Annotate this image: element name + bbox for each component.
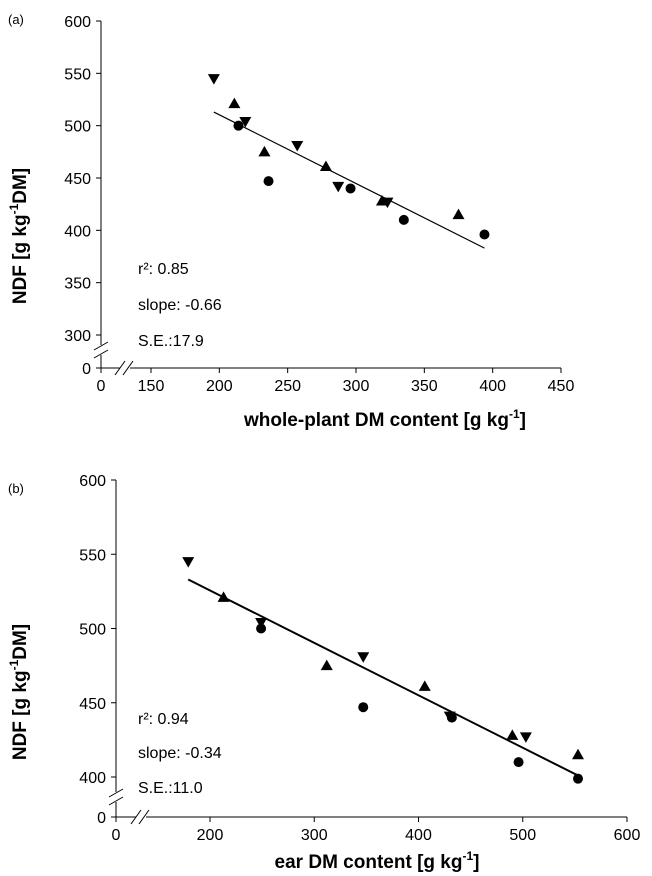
panel-label: (a) <box>8 12 24 27</box>
series-circle <box>256 623 584 784</box>
data-point-triangle-up <box>506 729 519 740</box>
data-point-circle <box>479 229 490 240</box>
y-tick-label: 550 <box>79 547 106 564</box>
x-tick-label: 0 <box>112 827 121 844</box>
y-tick-label: 0 <box>97 810 106 827</box>
y-tick-label: 550 <box>64 66 91 83</box>
data-point-triangle-up <box>418 680 431 691</box>
series-circle <box>233 120 490 240</box>
se-annotation: S.E.:17.9 <box>138 333 204 350</box>
x-tick-label: 0 <box>97 378 106 395</box>
trend-line <box>213 111 485 249</box>
data-point-circle <box>345 183 356 194</box>
panel-a: (a) r²: 0.85 slope: -0.66 S.E.:17.9 whol… <box>7 12 574 431</box>
data-point-triangle-down <box>255 618 268 629</box>
data-point-triangle-up <box>228 97 241 109</box>
data-point-triangle-up <box>319 160 332 171</box>
data-point-triangle-down <box>519 732 532 743</box>
trend-line <box>187 578 579 777</box>
y-axis-break-mark <box>93 349 109 359</box>
y-tick-label: 450 <box>79 696 106 713</box>
axes: 0 150 200 250 300 350 400 450 0 300 350 400 450 500 55… <box>64 14 574 395</box>
x-tick-label: 300 <box>343 378 370 395</box>
data-point-triangle-up <box>572 748 585 760</box>
data-point-triangle-down <box>182 557 195 568</box>
x-tick-label: 300 <box>301 827 328 844</box>
slope-annotation: slope: -0.66 <box>138 297 222 314</box>
data-point-triangle-down <box>239 116 252 128</box>
data-point-triangle-up <box>258 145 271 157</box>
series-triangle-up <box>217 591 585 760</box>
x-tick-label: 350 <box>411 378 438 395</box>
data-point-circle <box>573 773 584 784</box>
data-point-triangle-up <box>217 591 230 602</box>
data-point-circle <box>446 712 457 723</box>
x-tick-label: 500 <box>509 827 536 844</box>
y-tick-label: 400 <box>64 223 91 240</box>
y-tick-label: 500 <box>64 119 91 136</box>
data-point-triangle-up <box>320 659 333 671</box>
y-tick-label: 600 <box>79 473 106 490</box>
x-tick-label: 250 <box>274 378 301 395</box>
x-axis-break-mark <box>114 360 126 376</box>
x-tick-label: 150 <box>138 378 165 395</box>
stats-box: r²: 0.94 slope: -0.34 S.E.:11.0 <box>138 711 222 797</box>
y-axis-break-mark <box>108 796 124 806</box>
data-point-triangle-up <box>452 208 465 220</box>
data-point-triangle-down <box>332 181 345 193</box>
slope-annotation: slope: -0.34 <box>138 745 222 762</box>
data-point-circle <box>256 623 267 634</box>
y-tick-label: 450 <box>64 171 91 188</box>
x-tick-label: 400 <box>405 827 432 844</box>
panel-label: (b) <box>8 481 24 496</box>
y-axis-title: NDF [g kg-1DM] <box>7 624 31 760</box>
data-point-circle <box>358 702 369 713</box>
y-axis-break-mark <box>93 341 109 351</box>
data-point-triangle-down <box>357 652 370 663</box>
y-tick-label: 0 <box>82 361 91 378</box>
y-tick-label: 500 <box>79 622 106 639</box>
x-tick-label: 450 <box>548 378 575 395</box>
y-axis-title: NDF [g kg-1DM] <box>7 168 31 304</box>
x-tick-label: 400 <box>479 378 506 395</box>
data-point-circle <box>513 757 524 768</box>
x-axis-title: whole-plant DM content [g kg-1] <box>243 407 526 431</box>
y-tick-label: 300 <box>64 328 91 345</box>
x-axis-title: ear DM content [g kg-1] <box>275 849 480 873</box>
data-point-triangle-down <box>291 141 304 152</box>
y-tick-label: 400 <box>79 770 106 787</box>
x-tick-label: 200 <box>206 378 233 395</box>
panel-b: (b) r²: 0.94 slope: -0.34 S.E.:11.0 ear … <box>7 473 640 873</box>
r2-annotation: r²: 0.85 <box>138 261 189 278</box>
data-point-circle <box>233 120 244 131</box>
y-tick-label: 600 <box>64 14 91 31</box>
data-point-circle <box>263 176 274 187</box>
series-triangle-down <box>182 557 532 743</box>
y-tick-label: 350 <box>64 276 91 293</box>
se-annotation: S.E.:11.0 <box>138 780 203 797</box>
stats-box: r²: 0.85 slope: -0.66 S.E.:17.9 <box>138 261 222 350</box>
data-point-triangle-down <box>207 74 220 85</box>
x-tick-label: 200 <box>197 827 224 844</box>
x-axis-break-mark <box>138 809 150 825</box>
data-point-circle <box>398 214 409 225</box>
series-triangle-up <box>228 97 465 220</box>
x-axis-break-mark <box>122 360 134 376</box>
x-axis-break-mark <box>130 809 142 825</box>
data-point-triangle-up <box>375 195 388 206</box>
axes: 0 200 300 400 500 600 0 400 450 500 550 600 <box>79 473 640 844</box>
y-axis-break-mark <box>108 788 124 798</box>
x-tick-label: 600 <box>614 827 641 844</box>
r2-annotation: r²: 0.94 <box>138 711 189 728</box>
